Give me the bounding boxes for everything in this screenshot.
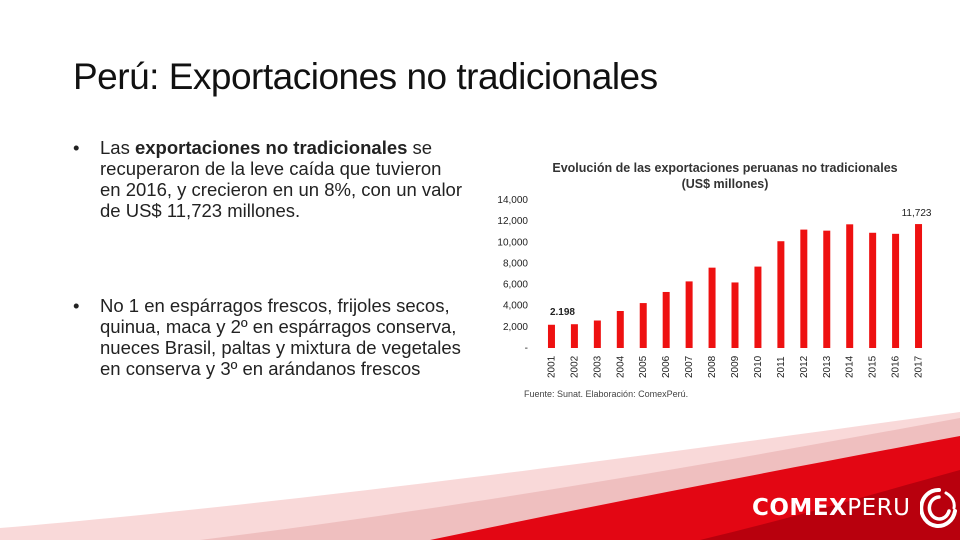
comexperu-logo: COMEXPERU: [752, 487, 958, 529]
bar-2006: [662, 291, 670, 348]
x-tick-label: 2007: [684, 355, 695, 378]
bullet-1-text: Las exportaciones no tradicionales se re…: [100, 137, 463, 221]
x-tick-label: 2006: [661, 355, 672, 378]
x-tick-label: 2008: [707, 355, 718, 378]
bullet-1-bold: exportaciones no tradicionales: [134, 137, 408, 158]
x-tick-label: 2003: [592, 355, 603, 378]
x-tick-label: 2009: [730, 355, 741, 378]
bullet-1-post: se recuperaron de la leve caída que tuvi…: [100, 137, 463, 221]
bar-2005: [639, 303, 647, 348]
chart-source: Fuente: Sunat. Elaboración: ComexPerú.: [524, 389, 689, 399]
bar-2012: [800, 229, 808, 348]
bar-2017: [915, 224, 923, 348]
bullet-1-pre: Las: [100, 137, 135, 158]
bar-2002: [570, 324, 578, 348]
logo-swirl-icon: [920, 487, 958, 528]
x-tick-label: 2012: [799, 355, 810, 378]
y-tick-label: 10,000: [497, 237, 528, 248]
y-tick-label: 14,000: [497, 195, 528, 206]
x-tick-label: 2001: [546, 355, 557, 378]
x-tick-label: 2015: [868, 355, 879, 378]
x-tick-label: 2014: [845, 355, 856, 378]
bar-2009: [731, 282, 739, 348]
bullet-2-text: No 1 en espárragos frescos, frijoles sec…: [100, 295, 461, 379]
logo-text: COMEXPERU: [752, 495, 910, 521]
bar-2011: [777, 241, 785, 348]
y-tick-label: 6,000: [503, 280, 528, 291]
bullet-2: • No 1 en espárragos frescos, frijoles s…: [73, 295, 463, 379]
logo-light: PERU: [847, 495, 911, 521]
y-tick-label: -: [525, 343, 528, 354]
bar-2013: [823, 230, 831, 348]
chart-title-line1: Evolución de las exportaciones peruanas …: [552, 161, 898, 175]
y-tick-label: 12,000: [497, 216, 528, 227]
chart-title-line2: (US$ millones): [681, 177, 769, 191]
x-tick-label: 2016: [891, 355, 902, 378]
data-label-first: 2.198: [550, 307, 575, 318]
x-tick-label: 2011: [776, 356, 787, 378]
bar-2015: [869, 232, 877, 348]
bar-2001: [547, 324, 555, 348]
x-tick-label: 2017: [914, 355, 925, 378]
bar-2016: [892, 233, 900, 348]
x-tick-label: 2010: [753, 355, 764, 378]
bar-2007: [685, 281, 693, 348]
bar-2010: [754, 266, 762, 348]
bar-2014: [846, 224, 854, 348]
bullet-1: • Las exportaciones no tradicionales se …: [73, 137, 463, 221]
slide-title: Perú: Exportaciones no tradicionales: [73, 56, 658, 97]
y-tick-label: 4,000: [503, 301, 528, 312]
bullet-marker: •: [73, 137, 80, 158]
bar-2008: [708, 267, 716, 348]
data-label-last: 11,723: [902, 208, 932, 219]
x-tick-label: 2002: [569, 355, 580, 378]
logo-bold: COMEX: [752, 495, 848, 521]
chart-title: Evolución de las exportaciones peruanas …: [520, 160, 930, 192]
x-tick-label: 2004: [615, 355, 626, 378]
y-tick-label: 2,000: [503, 322, 528, 333]
bullet-marker: •: [73, 295, 80, 316]
bar-chart: - 2,000 4,000 6,000 8,000 10,000 12,000 14,000 2…: [497, 195, 932, 378]
x-tick-label: 2013: [822, 355, 833, 378]
x-tick-label: 2005: [638, 355, 649, 378]
y-tick-label: 8,000: [503, 258, 528, 269]
bar-2003: [593, 320, 601, 348]
bar-2004: [616, 311, 624, 348]
